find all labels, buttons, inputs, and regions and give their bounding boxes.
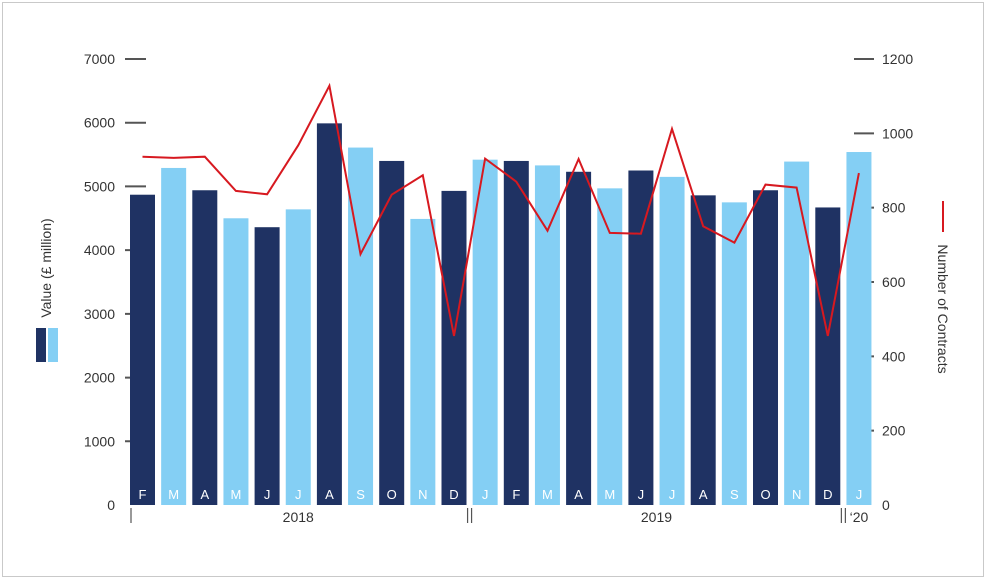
y2-tick-label: 800 [882,200,906,216]
y2-tick-label: 1000 [882,125,913,141]
bar [192,190,218,505]
y-tick-label: 0 [107,497,115,513]
category-label: A [325,487,334,502]
bar [379,160,405,505]
bar [815,207,841,505]
category-label: M [604,487,615,502]
contracts-line [142,82,860,337]
bar [472,159,498,505]
bar [503,160,529,505]
category-label: J [856,487,863,502]
category-label: O [760,487,770,502]
category-label: A [699,487,708,502]
category-label: O [387,487,397,502]
y2-tick-label: 600 [882,274,906,290]
y2-tick-label: 1200 [882,51,913,67]
bar [254,227,280,505]
legend-swatch-light [48,328,58,362]
category-label: J [264,487,271,502]
y2-tick-label: 400 [882,348,906,364]
category-label: D [823,487,832,502]
bar [628,170,654,505]
legend-swatch-dark [36,328,46,362]
year-label: ‘20 [850,509,869,525]
bar [130,194,155,505]
bar [348,147,374,505]
y-tick-label: 3000 [84,306,115,322]
category-label: M [168,487,179,502]
y-tick-label: 2000 [84,370,115,386]
bar-series [130,123,872,506]
y-tick-label: 6000 [84,115,115,131]
bar [161,167,187,506]
category-label: F [139,487,147,502]
category-label: A [574,487,583,502]
year-label: 2019 [641,509,672,525]
bar [441,190,467,506]
category-label: D [449,487,458,502]
bar [410,218,436,505]
category-label: M [231,487,242,502]
line-series [142,82,860,337]
y-tick-label: 4000 [84,242,115,258]
y-axis-label: Value (£ million) [38,218,54,317]
category-label: S [730,487,739,502]
category-label: J [295,487,302,502]
bar [316,123,342,505]
y-tick-label: 1000 [84,433,115,449]
y-tick-label: 7000 [84,51,115,67]
year-label: 2018 [283,509,314,525]
left-axis: 0 1000 2000 3000 4000 5000 6000 7000 [84,51,146,513]
y2-tick-label: 200 [882,423,906,439]
category-label: N [418,487,427,502]
category-label: N [792,487,801,502]
bar [223,218,249,506]
bar [285,209,311,505]
category-label: J [638,487,645,502]
category-label: S [356,487,365,502]
y2-tick-label: 0 [882,497,890,513]
y-tick-label: 5000 [84,178,115,194]
category-label: A [200,487,209,502]
y2-axis-label: Number of Contracts [935,244,951,373]
category-label: M [542,487,553,502]
category-label: J [669,487,676,502]
bar [721,202,747,505]
bar [659,176,685,505]
category-label: J [482,487,489,502]
bar [597,188,623,505]
category-label: F [512,487,520,502]
bar [534,165,560,505]
bar [753,190,778,505]
year-axis: 2018 2019 ‘20 [130,508,869,525]
bar [846,152,872,505]
bar [566,171,592,505]
bar [784,161,810,505]
bar [690,195,716,505]
